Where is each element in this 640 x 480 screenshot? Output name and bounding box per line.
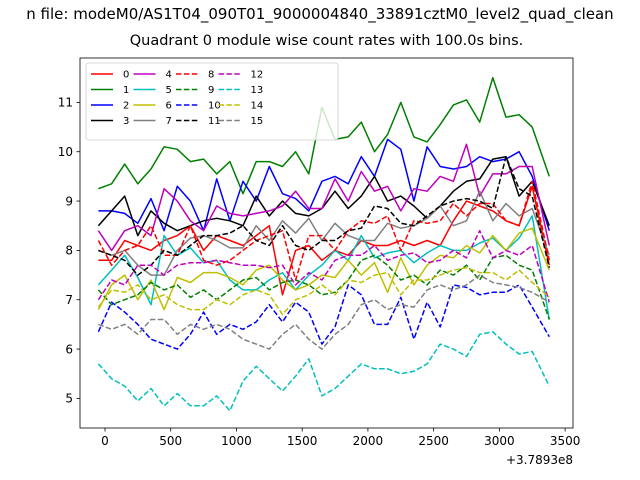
series-line-15	[98, 274, 550, 350]
x-offset-label: +3.7893e8	[506, 453, 573, 467]
plot-frame	[79, 57, 574, 429]
x-tick-label: 2500	[418, 434, 449, 448]
y-tick-label: 5	[65, 392, 73, 406]
series-line-0	[98, 185, 551, 296]
x-tick-label: 1500	[287, 434, 318, 448]
series-line-13	[97, 331, 550, 412]
series-layer	[97, 76, 551, 412]
axes-layer: 0 500 1000 1500 2000 2500 3000 3500567891011+3.…	[58, 57, 581, 467]
legend-label-6: 6	[166, 101, 172, 112]
x-tick-label: 0	[101, 434, 109, 448]
legend-label-1: 1	[123, 85, 129, 96]
legend-label-4: 4	[166, 70, 172, 81]
y-tick-label: 6	[65, 342, 73, 356]
x-tick-label: 3000	[484, 434, 515, 448]
x-tick-label: 2000	[353, 434, 384, 448]
x-tick-label: 1000	[221, 434, 252, 448]
x-tick-label: 500	[159, 434, 182, 448]
figure-suptitle: n file: modeM0/AS1T04_090T01_9000004840_…	[26, 5, 614, 23]
legend-label-15: 15	[251, 116, 264, 127]
x-tick-label: 3500	[550, 434, 581, 448]
legend-label-2: 2	[123, 101, 129, 112]
series-line-11	[98, 155, 551, 276]
chart-title: Quadrant 0 module wise count rates with …	[129, 33, 524, 49]
legend-label-0: 0	[123, 70, 129, 81]
series-line-14	[97, 266, 550, 316]
series-line-9	[97, 254, 551, 320]
legend-label-11: 11	[208, 116, 221, 127]
series-line-8	[97, 180, 551, 281]
series-line-4	[97, 143, 551, 252]
legend-label-14: 14	[251, 101, 264, 112]
legend-label-5: 5	[166, 85, 172, 96]
series-line-6	[97, 227, 550, 311]
y-tick-label: 11	[58, 96, 73, 110]
series-line-10	[97, 284, 550, 350]
legend-label-7: 7	[166, 116, 172, 127]
legend-label-13: 13	[251, 85, 264, 96]
y-tick-label: 9	[65, 194, 73, 208]
legend-label-3: 3	[123, 116, 129, 127]
legend-label-8: 8	[208, 70, 214, 81]
y-tick-label: 10	[58, 145, 73, 159]
y-tick-label: 8	[65, 244, 73, 258]
series-line-2	[98, 138, 551, 232]
legend-label-9: 9	[208, 85, 214, 96]
legend-label-10: 10	[208, 101, 221, 112]
legend-label-12: 12	[251, 70, 264, 81]
series-line-12	[97, 229, 551, 303]
y-tick-label: 7	[65, 293, 73, 307]
